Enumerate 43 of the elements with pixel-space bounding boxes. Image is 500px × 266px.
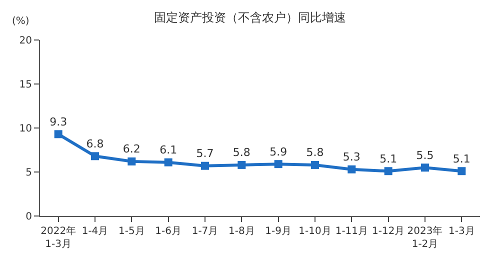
data-label: 6.1	[160, 144, 178, 157]
y-tick-label: 20	[19, 36, 32, 46]
point	[164, 158, 172, 166]
y-tick-label: 0	[26, 212, 32, 222]
point	[128, 157, 136, 166]
point	[348, 165, 356, 174]
x-tick-label: 1-11月	[335, 226, 368, 237]
data-label: 5.9	[270, 145, 288, 158]
x-tick-label: 2023年 1-2月	[407, 225, 443, 250]
point	[91, 152, 99, 160]
data-label: 5.7	[196, 147, 214, 160]
data-label: 5.1	[380, 152, 398, 166]
x-tick-label: 1-8月	[228, 226, 255, 237]
data-label: 5.5	[416, 148, 434, 162]
x-tick-label: 1-4月	[82, 226, 108, 237]
y-tick-label: 10	[19, 124, 32, 134]
data-label: 5.1	[452, 152, 470, 166]
y-axis-title: (%)	[12, 16, 30, 27]
data-label: 6.2	[122, 142, 140, 156]
y-tick-label: 15	[19, 80, 32, 90]
y-tick-label: 5	[26, 168, 32, 178]
chart-title: 固定资产投资（不含农户）同比增速	[154, 10, 346, 25]
data-label: 9.3	[50, 115, 68, 128]
point	[311, 160, 319, 169]
point	[274, 160, 282, 168]
x-tick-label: 1-3月	[448, 226, 475, 237]
point	[384, 167, 392, 176]
data-label: 5.3	[342, 150, 360, 164]
point	[458, 167, 466, 176]
point	[201, 162, 209, 170]
x-tick-label: 1-10月	[298, 226, 332, 237]
x-tick-label: 1-12月	[372, 226, 405, 237]
x-tick-label: 1-9月	[265, 226, 292, 237]
x-tick-label: 1-5月	[118, 226, 145, 237]
x-tick-label: 2022年 1-3月	[40, 225, 76, 250]
data-label: 6.8	[86, 137, 104, 150]
point	[238, 160, 246, 169]
x-tick-label: 1-7月	[192, 226, 218, 237]
data-label: 5.8	[232, 146, 250, 160]
data-label: 5.8	[306, 146, 324, 160]
x-tick-label: 1-6月	[155, 226, 182, 237]
point	[54, 130, 62, 138]
point	[421, 164, 429, 172]
